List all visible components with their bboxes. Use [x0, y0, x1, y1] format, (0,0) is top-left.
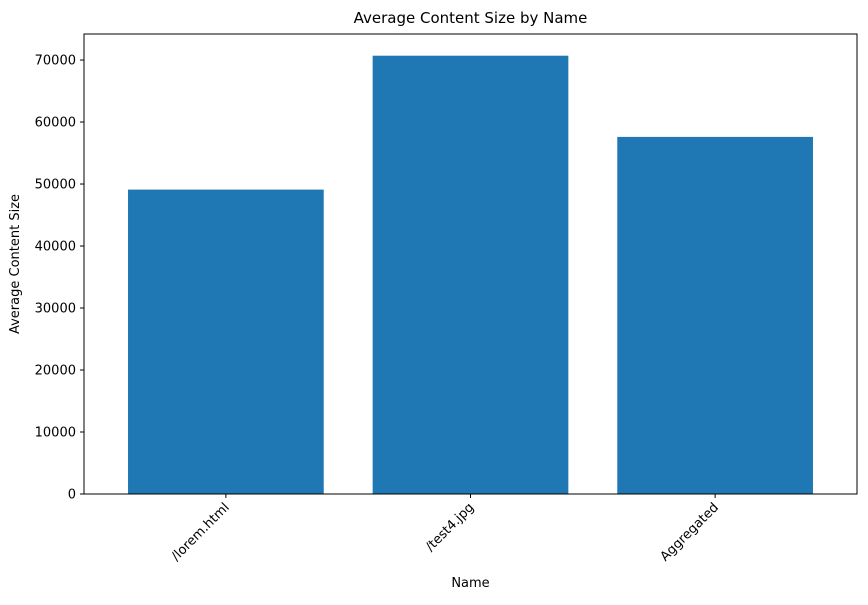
bars-group	[128, 55, 813, 494]
y-tick-label: 10000	[35, 426, 76, 441]
chart-title: Average Content Size by Name	[354, 9, 588, 27]
y-tick-label: 60000	[35, 116, 76, 131]
x-axis-label: Name	[451, 576, 489, 591]
y-axis-ticks: 0 10000 20000 30000 40000 50000 60000 70000	[35, 54, 84, 503]
bar-0	[128, 189, 324, 494]
y-tick-label: 20000	[35, 364, 76, 379]
y-tick-label: 40000	[35, 240, 76, 255]
bar-2	[617, 136, 813, 494]
y-tick-label: 0	[68, 488, 76, 503]
y-axis-label: Average Content Size	[8, 194, 23, 334]
y-tick-label: 30000	[35, 302, 76, 317]
plot-frame	[83, 33, 858, 495]
y-tick-label: 50000	[35, 178, 76, 193]
bar-1	[372, 55, 569, 494]
y-tick-label: 70000	[35, 54, 76, 69]
